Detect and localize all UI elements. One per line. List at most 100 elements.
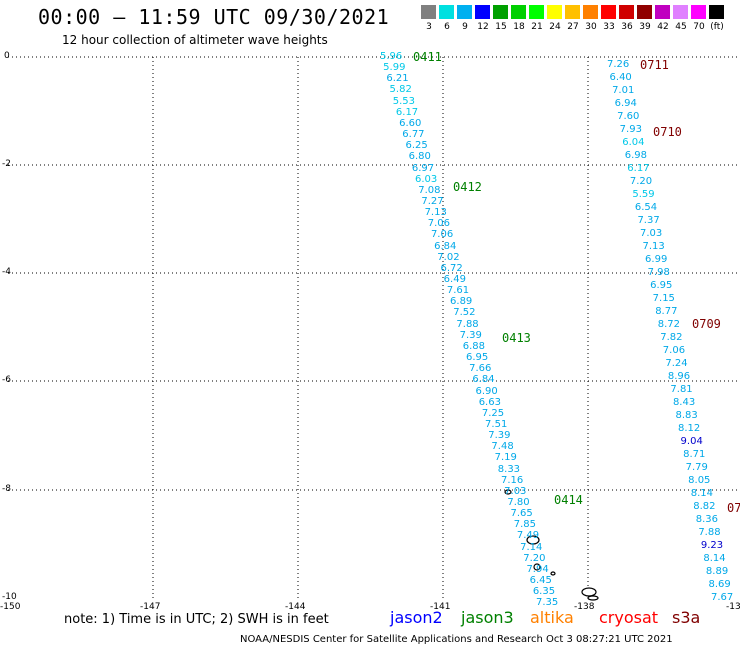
y-tick-label: -6: [2, 375, 11, 385]
wave-height-obs: 7.35: [536, 597, 559, 609]
wave-height-obs: 7.08: [418, 184, 441, 196]
color-scale-swatch: [529, 5, 544, 19]
x-tick-label: -150: [0, 602, 21, 612]
pass-time-label: 0414: [554, 493, 583, 507]
wave-height-obs: 6.99: [645, 254, 668, 265]
wave-height-obs: 7.61: [446, 285, 470, 297]
color-scale-label: 24: [549, 22, 561, 32]
wave-height-obs: 8.89: [705, 566, 729, 577]
x-tick-label: -144: [285, 602, 306, 612]
pass-time-label: 0412: [453, 180, 482, 194]
wave-height-obs: 6.98: [624, 150, 648, 161]
color-scale-swatch: [583, 5, 598, 19]
wave-height-obs: 7.79: [685, 462, 708, 473]
color-scale-swatch: [457, 5, 472, 19]
wave-height-obs: 7.15: [652, 293, 675, 304]
wave-height-obs: 7.49: [516, 530, 540, 542]
wave-height-obs: 7.13: [424, 207, 447, 219]
wave-height-obs: 7.65: [510, 508, 533, 520]
wave-height-obs: 7.98: [647, 267, 670, 278]
wave-height-obs: 5.96: [380, 51, 403, 62]
wave-height-obs: 7.39: [488, 430, 511, 442]
wave-height-obs: 7.52: [453, 307, 476, 319]
wave-height-obs: 7.25: [481, 407, 505, 419]
wave-height-obs: 7.27: [421, 195, 444, 207]
wave-height-obs: 6.88: [462, 340, 486, 352]
wave-height-obs: 6.35: [532, 586, 556, 598]
wave-height-obs: 8.05: [688, 475, 711, 486]
wave-height-obs: 6.45: [529, 575, 552, 587]
pass-time-label: 0710: [653, 125, 682, 139]
color-scale-label: 9: [462, 22, 468, 32]
wave-height-obs: 6.90: [475, 385, 498, 397]
page-subtitle: 12 hour collection of altimeter wave hei…: [62, 33, 328, 47]
wave-height-obs: 7.88: [456, 318, 479, 330]
color-scale-swatch: [565, 5, 580, 19]
color-scale-label: 15: [495, 22, 507, 32]
wave-height-obs: 7.48: [491, 441, 514, 453]
wave-height-obs: 7.14: [520, 541, 543, 553]
wave-height-obs: 8.71: [683, 449, 706, 460]
wave-height-obs: 7.67: [711, 592, 734, 603]
wave-height-obs: 6.17: [627, 163, 650, 174]
wave-height-obs: 7.81: [670, 384, 693, 395]
color-scale-swatch: [439, 5, 454, 19]
wave-height-obs: 8.82: [693, 501, 716, 512]
wave-height-obs: 8.14: [703, 553, 726, 564]
color-scale-label: 36: [621, 22, 633, 32]
y-tick-label: -2: [2, 159, 11, 169]
color-scale-legend: 3 6 9 12 15 18 21 24 27 30 33 36 39 42 45 70 (ft): [421, 5, 727, 37]
wave-height-obs: 8.69: [708, 579, 731, 590]
wave-height-obs: 7.85: [513, 519, 536, 531]
color-scale-swatch: [709, 5, 724, 19]
wave-height-obs: 6.94: [614, 98, 637, 109]
wave-height-obs: 6.17: [395, 106, 419, 118]
wave-height-obs: 5.53: [392, 95, 415, 107]
wave-height-obs: 6.89: [450, 296, 473, 308]
color-scale-swatch: [637, 5, 652, 19]
wave-height-obs: 9.23: [700, 540, 724, 551]
wave-height-obs: 6.84: [434, 240, 457, 252]
wave-height-obs: 8.43: [672, 397, 696, 408]
wave-height-obs: 5.59: [632, 189, 655, 200]
wave-height-obs: 6.25: [405, 140, 428, 152]
wave-height-obs: 6.63: [478, 396, 501, 408]
wave-height-obs: 8.33: [497, 463, 521, 475]
wave-height-obs: 7.37: [637, 215, 660, 226]
wave-height-obs: 7.13: [642, 241, 665, 252]
wave-height-obs: 8.96: [667, 371, 691, 382]
x-tick-label: -13: [726, 602, 740, 612]
wave-height-obs: 8.14: [690, 488, 713, 499]
legend-altika: altika: [530, 608, 574, 627]
wave-height-obs: 6.40: [609, 72, 632, 83]
x-tick-label: -147: [140, 602, 161, 612]
color-scale-label: (ft): [710, 22, 724, 32]
color-scale-label: 6: [444, 22, 450, 32]
wave-height-obs: 7.39: [459, 329, 482, 341]
color-scale-label: 18: [513, 22, 525, 32]
legend-s3a: s3a: [672, 608, 701, 627]
legend-jason3: jason3: [461, 608, 514, 627]
wave-height-obs: 8.83: [675, 410, 698, 421]
wave-height-obs: 7.82: [660, 332, 683, 343]
color-scale-label: 3: [426, 22, 432, 32]
wave-height-obs: 6.77: [402, 129, 425, 141]
color-scale-swatch: [475, 5, 490, 19]
wave-height-obs: 7.20: [629, 176, 653, 187]
wave-height-obs: 8.12: [678, 423, 701, 434]
pass-time-label: 0711: [640, 58, 669, 72]
color-scale-swatch: [421, 5, 436, 19]
wave-height-obs: 7.51: [485, 418, 508, 430]
island-outline: [504, 489, 512, 495]
wave-height-obs: 7.06: [430, 229, 454, 241]
wave-height-obs: 6.95: [465, 352, 489, 364]
color-scale-label: 45: [675, 22, 687, 32]
wave-height-obs: 6.95: [650, 280, 673, 291]
wave-height-obs: 6.03: [415, 173, 438, 185]
y-tick-label: 0: [4, 51, 10, 61]
pass-time-label: 0413: [502, 331, 531, 345]
island-outline: [526, 535, 540, 545]
color-scale-label: 39: [639, 22, 651, 32]
wave-height-obs: 7.80: [507, 497, 530, 508]
wave-height-obs: 6.84: [472, 374, 495, 386]
